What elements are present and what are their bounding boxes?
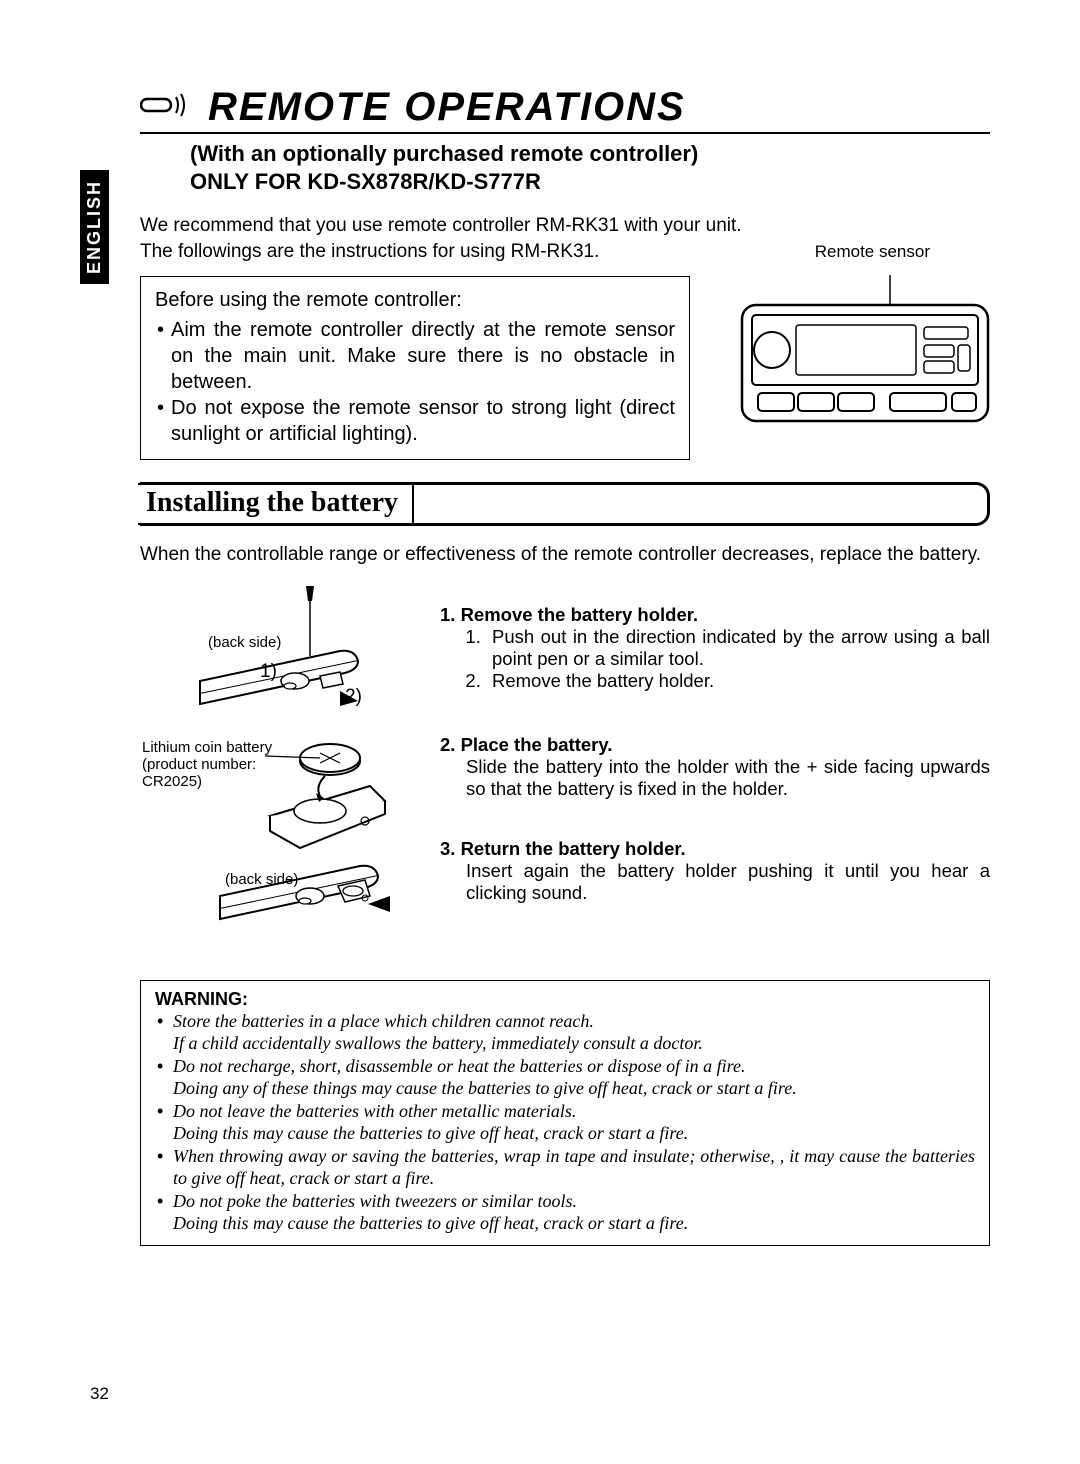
warning-box: WARNING: Store the batteries in a place … xyxy=(140,980,990,1246)
caption-battery-l2: (product number: xyxy=(142,756,256,773)
page-title: REMOTE OPERATIONS xyxy=(208,85,686,130)
warning-item: Do not recharge, short, disassemble or h… xyxy=(155,1055,975,1100)
caption-battery-l3: CR2025) xyxy=(142,773,202,790)
step-1: 1. Remove the battery holder. Push out i… xyxy=(440,604,990,692)
steps-column: 1. Remove the battery holder. Push out i… xyxy=(440,586,990,970)
step-title: 2. Place the battery. xyxy=(440,734,990,756)
subtitle-line1: (With an optionally purchased remote con… xyxy=(190,140,990,168)
illustration-column: (back side) 1) 2) Lithium coin battery (… xyxy=(140,586,440,970)
intro-line1: We recommend that you use remote control… xyxy=(140,213,990,239)
warning-item: Store the batteries in a place which chi… xyxy=(155,1010,975,1055)
step-body: Insert again the battery holder pushing … xyxy=(466,860,990,904)
caption-back-side: (back side) xyxy=(208,634,281,651)
subtitle: (With an optionally purchased remote con… xyxy=(190,140,990,195)
section-heading: Installing the battery xyxy=(138,483,414,525)
subtitle-line2: ONLY FOR KD-SX878R/KD-S777R xyxy=(190,168,990,196)
step-title: 1. Remove the battery holder. xyxy=(440,604,990,626)
step-subitem: Remove the battery holder. xyxy=(486,670,990,692)
install-area: (back side) 1) 2) Lithium coin battery (… xyxy=(140,586,990,970)
before-lead: Before using the remote controller: xyxy=(155,287,675,313)
warning-item: Do not leave the batteries with other me… xyxy=(155,1100,975,1145)
warning-item: When throwing away or saving the batteri… xyxy=(155,1145,975,1190)
step-body: Slide the battery into the holder with t… xyxy=(466,756,990,800)
remote-sensor-label: Remote sensor xyxy=(815,242,930,262)
step-subitem: Push out in the direction indicated by t… xyxy=(486,626,990,670)
main-content: We recommend that you use remote control… xyxy=(140,213,990,1246)
before-item: Do not expose the remote sensor to stron… xyxy=(155,395,675,447)
caption-battery-l1: Lithium coin battery xyxy=(142,739,272,756)
step-2: 2. Place the battery. Slide the battery … xyxy=(440,734,990,800)
caption-step2: 2) xyxy=(345,686,362,708)
before-item: Aim the remote controller directly at th… xyxy=(155,317,675,395)
caption-back-side-2: (back side) xyxy=(225,871,298,888)
head-unit-illustration xyxy=(740,275,990,430)
title-row: REMOTE OPERATIONS xyxy=(140,85,990,134)
language-tab: ENGLISH xyxy=(80,170,109,284)
caption-step1: 1) xyxy=(260,661,277,683)
section-intro: When the controllable range or effective… xyxy=(140,542,990,568)
warning-title: WARNING: xyxy=(155,989,975,1010)
before-using-box: Before using the remote controller: Aim … xyxy=(140,276,690,460)
warning-item: Do not poke the batteries with tweezers … xyxy=(155,1190,975,1235)
page-number: 32 xyxy=(90,1384,109,1404)
remote-icon xyxy=(140,91,194,124)
section-header: Installing the battery xyxy=(140,482,990,526)
step-title: 3. Return the battery holder. xyxy=(440,838,990,860)
step-3: 3. Return the battery holder. Insert aga… xyxy=(440,838,990,904)
